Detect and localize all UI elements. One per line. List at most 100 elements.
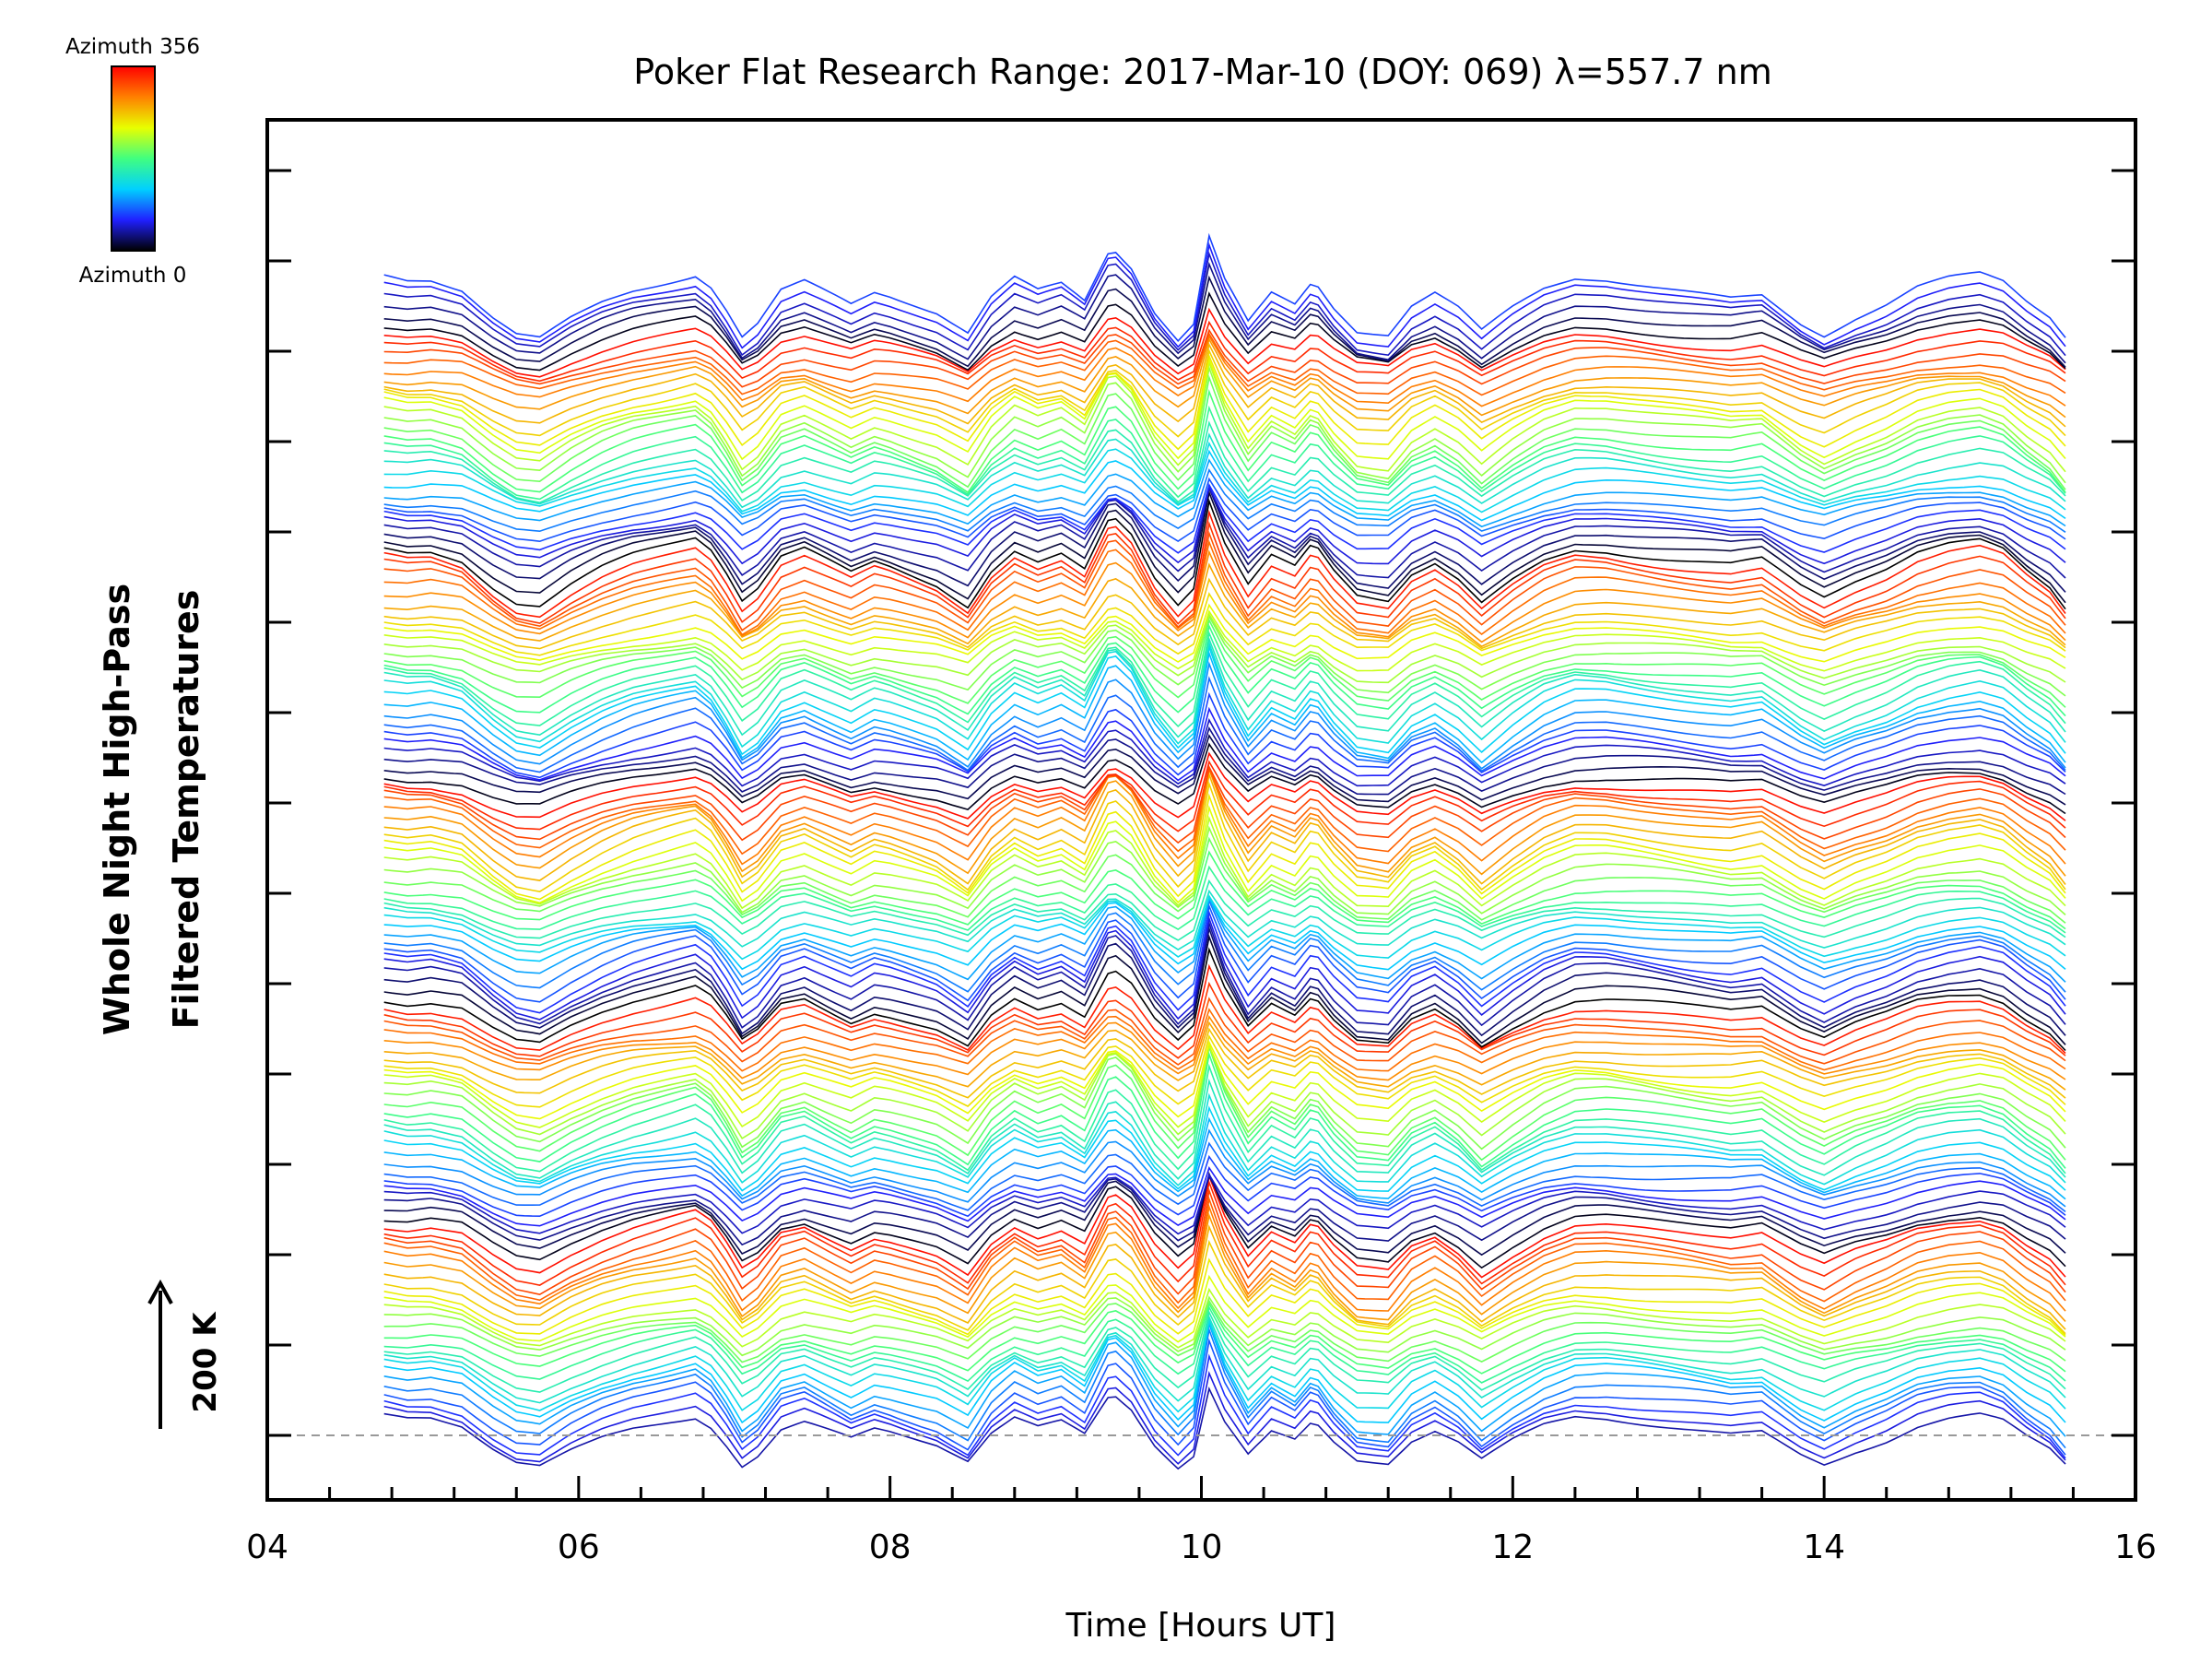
trace-line <box>383 1179 2066 1286</box>
trace-line <box>383 291 2066 372</box>
trace-line <box>383 275 2066 368</box>
x-axis-label: Time [Hours UT] <box>1065 1607 1336 1645</box>
trace-line <box>383 1116 2066 1200</box>
trace-line <box>383 232 2066 342</box>
trace-line <box>383 650 2066 764</box>
trace-line <box>383 865 2066 934</box>
trace-line <box>383 498 2066 610</box>
trace-line <box>383 612 2066 684</box>
trace-line <box>383 348 2066 438</box>
trace-line <box>383 1299 2066 1363</box>
trace-line <box>383 477 2066 543</box>
trace-line <box>383 1315 2066 1404</box>
trace-line <box>383 432 2066 509</box>
trace-line <box>383 320 2066 383</box>
trace-line <box>383 895 2066 983</box>
trace-line <box>383 1051 2066 1169</box>
trace-line <box>383 1034 2066 1108</box>
trace-line <box>383 825 2066 915</box>
trace-line <box>383 717 2066 787</box>
trace-line <box>383 609 2066 672</box>
trace-line <box>383 947 2066 1052</box>
trace-line <box>383 903 2066 1003</box>
trace-line <box>383 467 2066 533</box>
tick-group: 04 06 08 10 12 14 16 <box>246 169 2157 1566</box>
x-tick-label: 12 <box>1491 1528 1534 1566</box>
trace-line <box>383 251 2066 357</box>
trace-line <box>383 1274 2066 1343</box>
trace-line <box>383 643 2066 756</box>
trace-line <box>383 1015 2066 1081</box>
trace-line <box>383 441 2066 513</box>
trace-line <box>383 1224 2066 1330</box>
trace-line <box>383 706 2066 782</box>
trace-line <box>383 1295 2066 1357</box>
trace-line <box>383 1128 2066 1208</box>
trace-line <box>383 549 2066 643</box>
trace-line <box>383 1174 2066 1279</box>
trace-line <box>383 691 2066 779</box>
y-axis-label-line2: Filtered Temperatures <box>166 590 206 1030</box>
trace-line <box>383 879 2066 941</box>
trace-line <box>383 765 2066 866</box>
trace-line <box>383 1063 2066 1174</box>
trace-line <box>383 1078 2066 1180</box>
colorbar-gradient <box>111 65 156 252</box>
trace-line <box>383 1305 2066 1384</box>
trace-line <box>383 1338 2066 1456</box>
trace-line <box>383 592 2066 656</box>
trace-line <box>383 389 2066 494</box>
trace-line <box>383 836 2066 924</box>
trace-line <box>383 661 2066 770</box>
trace-line <box>383 307 2066 378</box>
trace-line <box>383 1187 2066 1296</box>
trace-line <box>383 1027 2066 1099</box>
scale-arrow-head <box>147 1279 173 1304</box>
trace-line <box>383 1141 2066 1213</box>
trace-line <box>383 1171 2066 1269</box>
trace-line <box>383 1318 2066 1424</box>
trace-line <box>383 603 2066 663</box>
trace-line <box>383 334 2066 407</box>
trace-line <box>383 997 2066 1066</box>
trace-line <box>383 261 2066 364</box>
trace-line <box>383 485 2066 593</box>
trace-line <box>383 1327 2066 1449</box>
trace-line <box>383 530 2066 631</box>
colorbar-top-label: Azimuth 356 <box>65 35 200 59</box>
trace-line <box>383 915 2066 1021</box>
x-tick-label: 06 <box>558 1528 600 1566</box>
trace-line <box>383 577 2066 650</box>
trace-line <box>383 490 2066 604</box>
trace-line <box>383 640 2066 749</box>
trace-line <box>383 485 2066 565</box>
trace-line <box>383 1239 2066 1335</box>
trace-line <box>383 1173 2066 1257</box>
trace-line <box>383 751 2066 821</box>
trace-line <box>383 1040 2066 1120</box>
trace-line <box>383 484 2066 579</box>
trace-line <box>383 764 2066 844</box>
trace-line <box>383 1165 2066 1227</box>
trace-line <box>383 483 2066 554</box>
trace-line <box>383 889 2066 951</box>
trace-line <box>383 332 2066 396</box>
trace-line <box>383 539 2066 636</box>
trace-line <box>383 981 2066 1059</box>
x-tick-label: 08 <box>869 1528 912 1566</box>
trace-line <box>383 1212 2066 1322</box>
trace-line <box>383 458 2066 528</box>
trace-line <box>383 1317 2066 1413</box>
trace-line <box>383 353 2066 451</box>
trace-line <box>383 1287 2066 1349</box>
colorbar-bottom-label: Azimuth 0 <box>79 264 187 288</box>
trace-line <box>383 726 2066 796</box>
trace-line <box>383 742 2066 815</box>
trace-line <box>383 1257 2066 1336</box>
trace-line <box>383 636 2066 738</box>
trace-line <box>383 420 2066 504</box>
x-tick-label: 14 <box>1803 1528 1845 1566</box>
trace-line <box>383 772 2066 885</box>
trace-line <box>383 562 2066 648</box>
trace-line <box>383 1043 2066 1128</box>
